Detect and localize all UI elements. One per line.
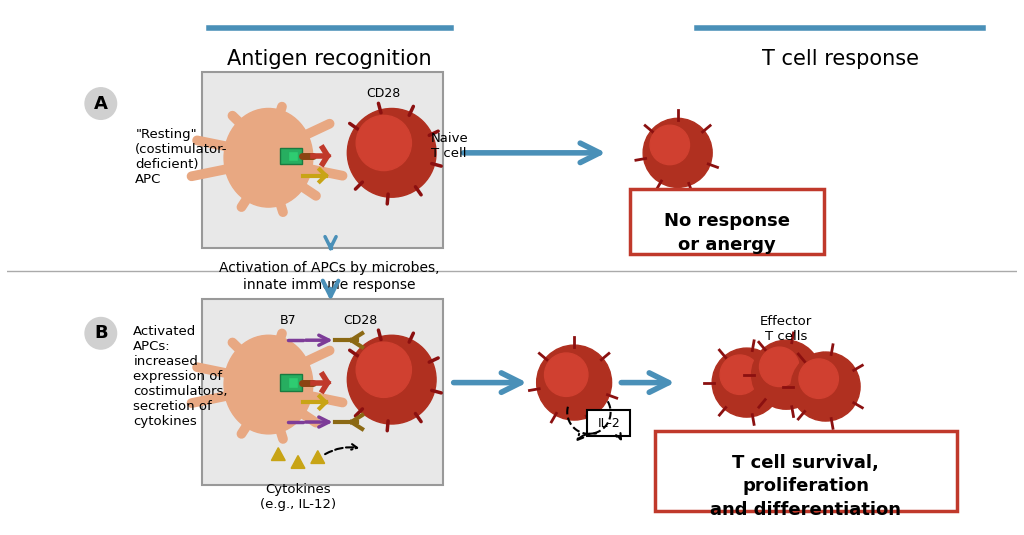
Circle shape <box>537 345 611 420</box>
Circle shape <box>650 125 689 165</box>
FancyBboxPatch shape <box>288 377 298 388</box>
Text: A: A <box>94 95 108 112</box>
FancyBboxPatch shape <box>587 410 631 436</box>
FancyBboxPatch shape <box>203 72 443 248</box>
Circle shape <box>356 342 412 398</box>
Circle shape <box>347 335 436 424</box>
Circle shape <box>545 353 588 396</box>
Text: B: B <box>94 324 108 342</box>
FancyBboxPatch shape <box>631 189 823 255</box>
Text: CD28: CD28 <box>367 87 401 100</box>
Text: Naive
T cell: Naive T cell <box>431 132 469 160</box>
Circle shape <box>712 348 781 417</box>
Text: "Resting"
(costimulator-
deficient)
APC: "Resting" (costimulator- deficient) APC <box>135 128 227 186</box>
Text: Cytokines
(e.g., IL-12): Cytokines (e.g., IL-12) <box>260 483 336 511</box>
Text: IL-2: IL-2 <box>597 417 620 430</box>
Circle shape <box>643 118 712 187</box>
Ellipse shape <box>224 335 312 434</box>
FancyBboxPatch shape <box>288 150 298 161</box>
FancyBboxPatch shape <box>655 431 956 511</box>
FancyBboxPatch shape <box>203 299 443 485</box>
Circle shape <box>792 352 860 421</box>
Text: Effector
T cells: Effector T cells <box>760 315 812 343</box>
Circle shape <box>752 340 820 409</box>
Ellipse shape <box>224 109 312 207</box>
Text: B7: B7 <box>280 314 297 326</box>
Circle shape <box>347 109 436 197</box>
Text: CD28: CD28 <box>343 314 377 326</box>
Text: T cell survival,
proliferation
and differentiation: T cell survival, proliferation and diffe… <box>711 454 901 519</box>
Text: T cell response: T cell response <box>762 49 919 70</box>
Circle shape <box>799 359 839 399</box>
Text: Activation of APCs by microbes,
innate immune response: Activation of APCs by microbes, innate i… <box>219 261 440 292</box>
Text: Activated
APCs:
increased
expression of
costimulators,
secretion of
cytokines: Activated APCs: increased expression of … <box>133 325 228 429</box>
Text: No response
or anergy: No response or anergy <box>664 212 790 254</box>
Circle shape <box>85 88 117 119</box>
Polygon shape <box>311 450 325 463</box>
Circle shape <box>720 355 760 394</box>
Polygon shape <box>271 448 286 461</box>
Text: Antigen recognition: Antigen recognition <box>227 49 432 70</box>
Circle shape <box>85 317 117 349</box>
Circle shape <box>760 347 799 387</box>
FancyBboxPatch shape <box>280 148 302 164</box>
FancyBboxPatch shape <box>280 374 302 391</box>
Circle shape <box>356 116 412 171</box>
Polygon shape <box>291 456 305 468</box>
